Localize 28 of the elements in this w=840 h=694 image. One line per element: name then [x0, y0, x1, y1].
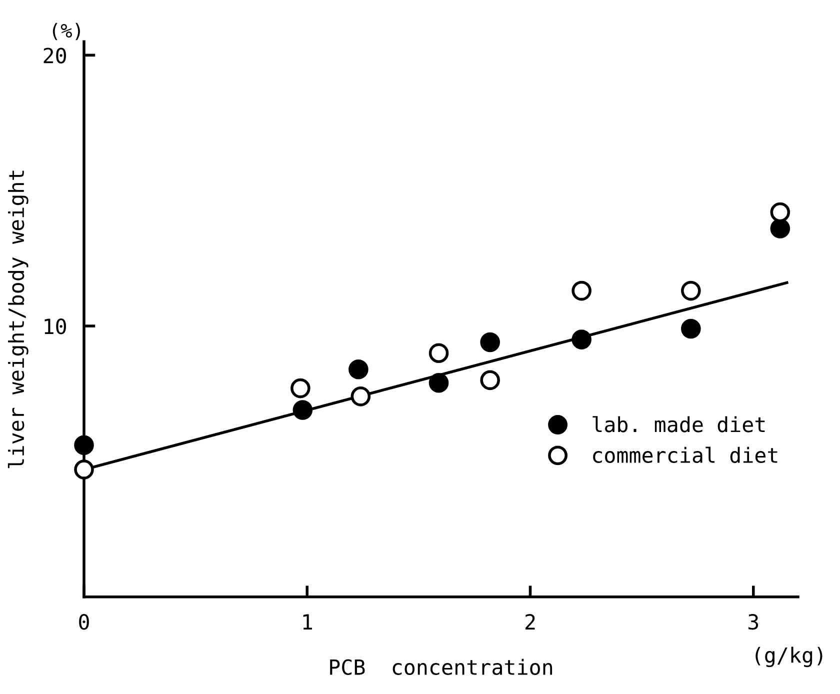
point — [348, 359, 368, 380]
x-axis-title: PCB concentration — [330, 658, 552, 676]
point — [74, 460, 94, 480]
text: (%) — [52, 22, 80, 40]
point — [350, 386, 371, 406]
y-axis-title: liver weight/body weight — [8, 170, 28, 468]
x-tick-label: 3 — [748, 614, 758, 630]
point — [572, 280, 592, 301]
x-tick-label: 0 — [79, 614, 89, 630]
y-tick-label: 20 — [44, 48, 66, 64]
legend-label: commercial diet — [593, 446, 778, 464]
x-tick-label: 1 — [303, 614, 312, 630]
point — [480, 332, 500, 352]
y-tick-label: 10 — [44, 318, 66, 334]
point — [681, 280, 701, 301]
legend-label: lab. made diet — [592, 416, 765, 432]
point — [770, 202, 790, 222]
point — [74, 435, 94, 456]
point — [290, 378, 310, 398]
text: (g/kg) — [756, 646, 822, 668]
point — [292, 400, 313, 420]
point — [770, 218, 790, 238]
point — [681, 318, 701, 339]
point — [572, 330, 592, 350]
point — [480, 370, 500, 390]
x-tick-label: 2 — [526, 614, 535, 630]
point — [428, 343, 449, 363]
point — [428, 372, 449, 393]
